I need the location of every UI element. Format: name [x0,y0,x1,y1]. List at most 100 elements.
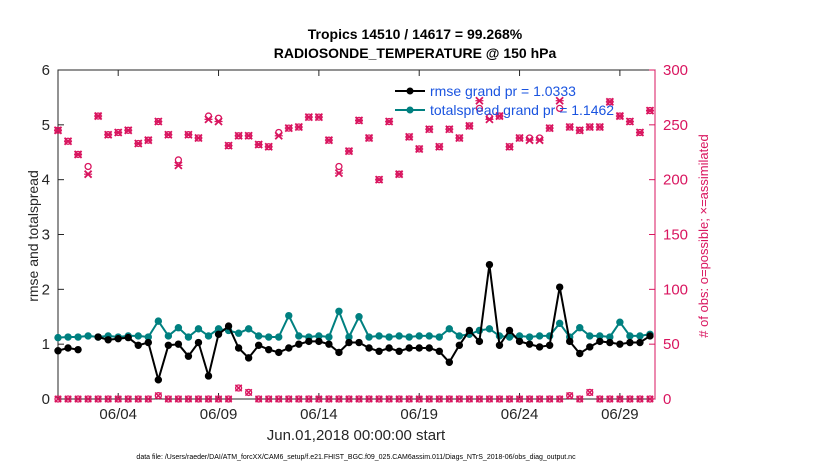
obs-assimilated-marker [83,170,93,179]
obs-baseline-circle [435,395,443,403]
totalspread-point [385,333,393,341]
obs-baseline-circle [184,395,193,403]
obs-baseline-marker [485,395,494,403]
obs-baseline-stroke [345,395,353,403]
obs-baseline-marker [84,395,92,403]
rmse-point [535,343,544,351]
rmse-point [64,344,72,352]
rmse-point [555,283,564,291]
obs-baseline-circle [355,395,363,403]
x-tick-label: 06/04 [99,406,137,423]
obs-baseline-stroke [164,395,173,403]
obs-baseline-circle [596,395,604,403]
obs-baseline-marker [94,395,102,403]
obs-assimilated-marker [284,123,293,133]
obs-baseline-stroke [335,395,343,403]
obs-baseline-circle [335,395,343,403]
totalspread-point [425,332,433,340]
rmse-series [54,260,654,384]
obs-baseline-stroke [445,395,454,403]
obs-baseline-circle [465,395,474,403]
x-tick-label: 06/09 [200,406,238,423]
obs-assimilated-marker [104,130,113,139]
obs-baseline-stroke [295,395,303,403]
obs-assimilated-marker [405,132,414,142]
totalspread-point [395,332,403,340]
obs-assimilated-marker [264,142,273,151]
rmse-point [234,344,243,352]
obs-assimilated-marker [364,133,374,143]
totalspread-point [164,332,173,340]
y-tick-right-label: 200 [663,172,688,189]
obs-baseline-circle [586,388,594,397]
obs-baseline-stroke [104,395,112,403]
obs-baseline-marker [244,388,253,397]
obs-baseline-stroke [285,395,293,403]
obs-baseline-stroke [515,395,524,403]
obs-baseline-marker [264,395,273,403]
rmse-point [455,341,464,349]
rmse-point [275,348,283,357]
obs-baseline-stroke [355,395,363,403]
obs-baseline-stroke [234,384,243,392]
obs-baseline-marker [224,395,233,403]
obs-baseline-stroke [616,395,624,403]
totalspread-point [455,332,464,340]
rmse-point [475,337,484,346]
rmse-point [445,358,454,366]
obs-baseline-circle [415,395,423,403]
obs-baseline-marker [495,395,504,403]
obs-baseline-marker [234,384,243,392]
obs-assimilated-marker [595,122,604,132]
y-axis-right-label: # of obs: o=possible; ×=assimilated [696,134,711,337]
obs-assimilated-marker [555,96,564,105]
totalspread-point [254,332,263,340]
obs-assimilated-marker [234,131,243,140]
obs-baseline-stroke [606,395,614,403]
obs-assimilated-marker [93,111,103,121]
obs-assimilated-marker [505,142,514,151]
obs-baseline-circle [164,395,173,403]
totalspread-point [84,332,92,340]
obs-baseline-circle [405,395,413,403]
legend-totalspread-label: totalspread grand pr = 1.1462 [430,102,614,118]
obs-baseline-stroke [64,395,72,403]
obs-baseline-marker [54,395,62,403]
y-tick-left-label: 1 [42,336,50,353]
obs-baseline-marker [275,395,283,403]
obs-baseline-stroke [124,395,132,403]
totalspread-point [325,333,333,341]
rmse-point [134,341,142,349]
obs-assimilated-marker [615,111,625,121]
totalspread-point [435,333,443,341]
obs-baseline-marker [355,395,363,403]
obs-baseline-circle [365,395,373,403]
obs-baseline-marker [254,395,263,403]
rmse-point [465,326,474,335]
obs-baseline-circle [445,395,453,403]
rmse-point [435,347,443,355]
obs-baseline-marker [455,395,464,403]
rmse-point [425,344,433,352]
rmse-point [224,322,233,330]
obs-assimilated-marker [425,125,434,134]
obs-assimilated-marker [174,161,183,170]
obs-baseline-circle [515,395,524,403]
obs-baseline-marker [636,395,644,403]
obs-baseline-marker [285,395,293,403]
x-ticks: 06/04 06/09 06/14 06/19 06/24 06/29 [99,70,639,423]
obs-baseline-stroke [224,395,233,403]
obs-baseline-marker [204,395,213,403]
x-tick-label: 06/24 [501,406,539,423]
obs-assimilated-marker [134,139,143,148]
rmse-point [415,344,423,352]
rmse-point [204,372,213,380]
obs-baseline-marker [576,395,584,403]
obs-assimilated-marker [204,115,213,124]
rmse-point [74,345,82,354]
y-tick-left-label: 4 [42,172,50,189]
totalspread-point [134,332,142,340]
obs-assimilated-marker [605,97,614,106]
obs-baseline-marker [134,395,142,403]
x-tick-label: 06/29 [601,406,639,423]
